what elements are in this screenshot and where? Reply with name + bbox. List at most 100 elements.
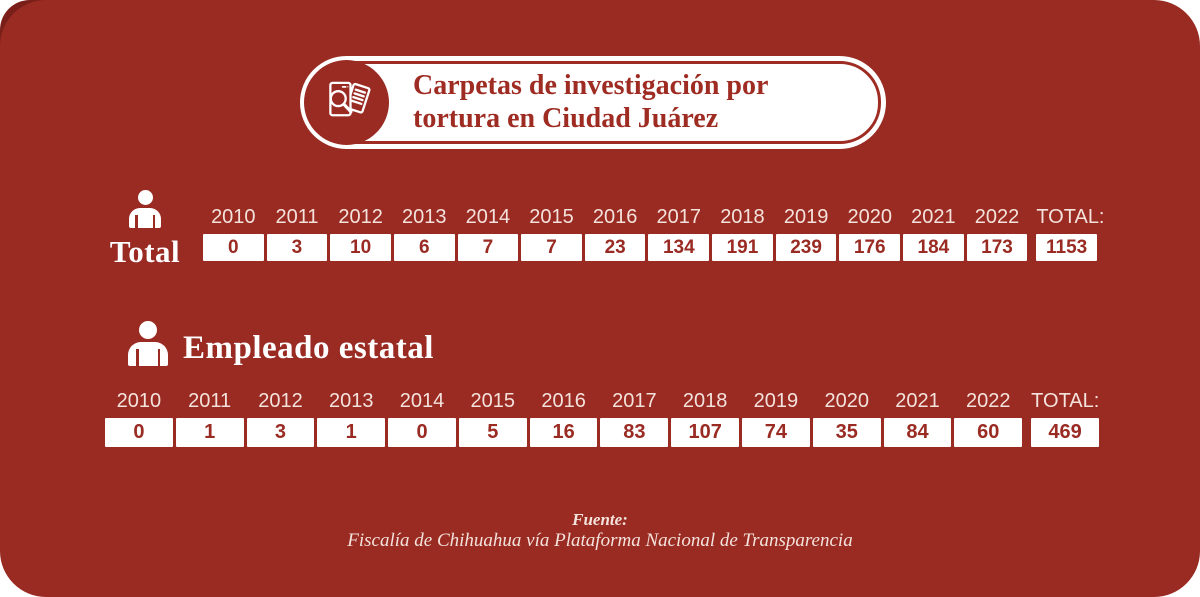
value-cell: 1153 <box>1036 234 1097 261</box>
table-column: 2019 239 <box>775 206 837 261</box>
page-title: Carpetas de investigación por tortura en… <box>413 69 768 135</box>
value-cell: 0 <box>203 234 264 261</box>
state-employee-table-label: Empleado estatal <box>183 330 434 366</box>
title-line-1: Carpetas de investigación por <box>413 70 769 101</box>
year-label: 2018 <box>682 390 728 412</box>
year-label: 2019 <box>783 206 829 228</box>
table-column: 2018 191 <box>712 206 773 261</box>
value-cell: 0 <box>105 418 173 447</box>
year-label: 2022 <box>974 206 1020 228</box>
value-cell: 0 <box>388 418 456 447</box>
table-column: 2011 1 <box>175 390 244 447</box>
table-column: 2010 0 <box>203 206 264 261</box>
person-icon-head <box>139 321 157 339</box>
table-column: 2022 173 <box>966 206 1028 261</box>
table-column: TOTAL: 469 <box>1031 390 1099 447</box>
source-text: Fiscalía de Chihuahua vía Plataforma Nac… <box>347 530 853 551</box>
value-cell: 1 <box>175 418 244 447</box>
value-cell: 239 <box>775 234 837 261</box>
value-cell: 23 <box>584 234 646 261</box>
year-label: 2011 <box>275 206 319 228</box>
value-cell: 3 <box>246 418 315 447</box>
table-column: 2016 23 <box>584 206 646 261</box>
value-cell: 184 <box>903 234 964 261</box>
year-label: 2016 <box>592 206 638 228</box>
value-cell: 1 <box>317 418 386 447</box>
title-line-2: tortura en Ciudad Juárez <box>413 103 719 134</box>
state-employee-table: 2010 0 2011 1 2012 3 2013 1 2014 0 <box>105 390 1099 447</box>
table-column: 2017 83 <box>600 390 669 447</box>
year-label: 2017 <box>656 206 702 228</box>
value-cell: 7 <box>521 234 582 261</box>
person-icon <box>129 190 161 228</box>
table-column: 2010 0 <box>105 390 173 447</box>
year-label: 2012 <box>338 206 383 228</box>
table-column: 2011 3 <box>266 206 328 261</box>
year-label: 2022 <box>966 390 1011 412</box>
total-table-label: Total <box>109 234 181 269</box>
year-label: 2018 <box>720 206 765 228</box>
table-column: 2018 107 <box>671 390 740 447</box>
value-cell: 134 <box>648 234 710 261</box>
table-column: 2014 0 <box>388 390 456 447</box>
value-cell: 35 <box>812 418 881 447</box>
value-cell: 173 <box>966 234 1028 261</box>
year-label: 2015 <box>470 390 516 412</box>
table-column: 2017 134 <box>648 206 710 261</box>
table-column: 2020 176 <box>839 206 901 261</box>
person-icon-torso <box>129 208 161 228</box>
value-cell: 83 <box>600 418 669 447</box>
year-label: 2021 <box>911 206 956 228</box>
table-column: 2014 7 <box>457 206 519 261</box>
year-label: 2014 <box>399 390 445 412</box>
table-column: TOTAL: 1153 <box>1036 206 1105 261</box>
source-label: Fuente: <box>572 510 628 529</box>
value-cell: 74 <box>742 418 810 447</box>
total-table-header: Total <box>95 190 195 270</box>
year-label: 2012 <box>258 390 303 412</box>
person-icon-head <box>137 190 153 205</box>
value-cell: 191 <box>712 234 773 261</box>
person-icon-torso <box>128 342 168 366</box>
value-cell: 6 <box>393 234 455 261</box>
table-column: 2015 7 <box>521 206 582 261</box>
person-icon <box>128 321 168 368</box>
magnifier-documents-icon <box>304 60 389 145</box>
year-label: 2017 <box>612 390 657 412</box>
table-column: 2021 84 <box>883 390 952 447</box>
year-label: 2020 <box>847 206 892 228</box>
year-label: 2021 <box>895 390 940 412</box>
value-cell: 60 <box>954 418 1023 447</box>
value-cell: 176 <box>839 234 901 261</box>
value-cell: 5 <box>458 418 527 447</box>
year-label: TOTAL: <box>1036 206 1105 228</box>
year-label: 2011 <box>188 390 232 412</box>
table-column: 2012 10 <box>330 206 391 261</box>
table-column: 2021 184 <box>903 206 964 261</box>
year-label: 2015 <box>529 206 574 228</box>
table-column: 2013 1 <box>317 390 386 447</box>
value-cell: 3 <box>266 234 328 261</box>
year-label: 2013 <box>328 390 374 412</box>
value-cell: 469 <box>1031 418 1099 447</box>
table-column: 2022 60 <box>954 390 1023 447</box>
state-employee-table-header: Empleado estatal <box>128 321 434 368</box>
table-column: 2020 35 <box>812 390 881 447</box>
table-column: 2019 74 <box>742 390 810 447</box>
value-cell: 7 <box>457 234 519 261</box>
value-cell: 107 <box>671 418 740 447</box>
year-label: TOTAL: <box>1031 390 1100 412</box>
header-pill: Carpetas de investigación por tortura en… <box>300 56 886 149</box>
table-column: 2016 16 <box>529 390 598 447</box>
source-note: Fuente: Fiscalía de Chihuahua vía Plataf… <box>0 509 1200 552</box>
value-cell: 84 <box>883 418 952 447</box>
table-column: 2015 5 <box>458 390 527 447</box>
value-cell: 16 <box>529 418 598 447</box>
year-label: 2016 <box>541 390 586 412</box>
table-column: 2012 3 <box>246 390 315 447</box>
total-table: 2010 0 2011 3 2012 10 2013 6 2014 7 <box>203 206 1105 261</box>
value-cell: 10 <box>330 234 391 261</box>
year-label: 2013 <box>401 206 447 228</box>
year-label: 2014 <box>465 206 511 228</box>
